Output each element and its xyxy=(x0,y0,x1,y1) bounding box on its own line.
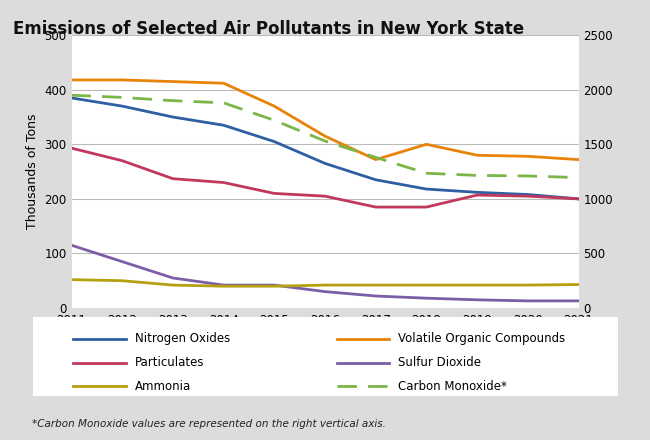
Text: Nitrogen Oxides: Nitrogen Oxides xyxy=(135,333,230,345)
Text: *Carbon Monoxide values are represented on the right vertical axis.: *Carbon Monoxide values are represented … xyxy=(32,419,386,429)
Text: Ammonia: Ammonia xyxy=(135,380,191,393)
Y-axis label: Thousands of Tons: Thousands of Tons xyxy=(26,114,39,229)
Text: Carbon Monoxide*: Carbon Monoxide* xyxy=(398,380,507,393)
Text: Particulates: Particulates xyxy=(135,356,204,369)
Text: Emissions of Selected Air Pollutants in New York State: Emissions of Selected Air Pollutants in … xyxy=(13,20,524,38)
Text: Volatile Organic Compounds: Volatile Organic Compounds xyxy=(398,333,566,345)
Text: Sulfur Dioxide: Sulfur Dioxide xyxy=(398,356,481,369)
